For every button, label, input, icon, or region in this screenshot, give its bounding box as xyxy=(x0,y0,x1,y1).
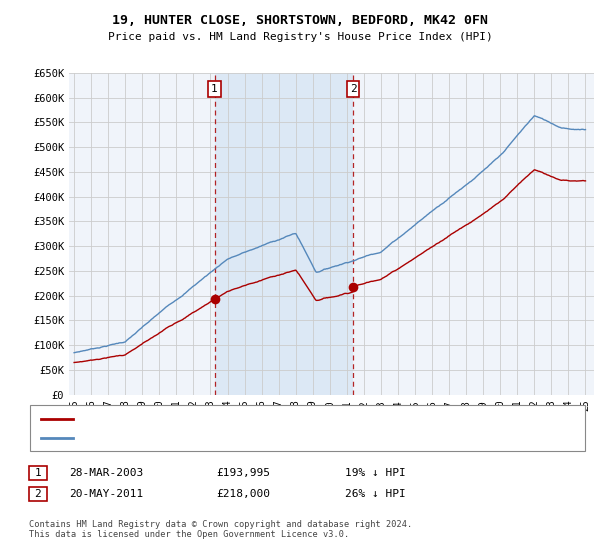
Text: 1: 1 xyxy=(211,84,218,94)
Text: 28-MAR-2003: 28-MAR-2003 xyxy=(69,468,143,478)
Text: 19% ↓ HPI: 19% ↓ HPI xyxy=(345,468,406,478)
Text: £218,000: £218,000 xyxy=(216,489,270,499)
Text: Price paid vs. HM Land Registry's House Price Index (HPI): Price paid vs. HM Land Registry's House … xyxy=(107,32,493,43)
Text: 2: 2 xyxy=(350,84,356,94)
Text: 1: 1 xyxy=(34,468,41,478)
Text: 20-MAY-2011: 20-MAY-2011 xyxy=(69,489,143,499)
Text: HPI: Average price, detached house, Bedford: HPI: Average price, detached house, Bedf… xyxy=(80,433,333,444)
Bar xyxy=(215,73,353,395)
Text: 19, HUNTER CLOSE, SHORTSTOWN, BEDFORD, MK42 0FN (detached house): 19, HUNTER CLOSE, SHORTSTOWN, BEDFORD, M… xyxy=(80,414,457,424)
Text: £193,995: £193,995 xyxy=(216,468,270,478)
Text: 26% ↓ HPI: 26% ↓ HPI xyxy=(345,489,406,499)
Text: Contains HM Land Registry data © Crown copyright and database right 2024.
This d: Contains HM Land Registry data © Crown c… xyxy=(29,520,412,539)
Text: 19, HUNTER CLOSE, SHORTSTOWN, BEDFORD, MK42 0FN: 19, HUNTER CLOSE, SHORTSTOWN, BEDFORD, M… xyxy=(112,14,488,27)
Text: 2: 2 xyxy=(34,489,41,499)
